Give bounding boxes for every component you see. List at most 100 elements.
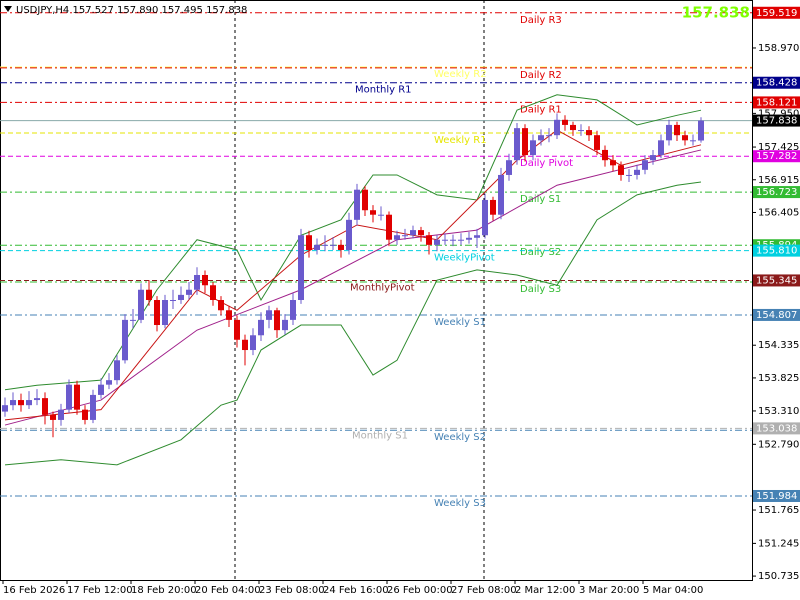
y-tick-label: 154.335 xyxy=(758,340,799,351)
level-label: Weekly S2 xyxy=(434,432,486,443)
level-label: Weekly S3 xyxy=(434,498,486,509)
y-tick-label: 153.825 xyxy=(758,373,799,384)
candle-body xyxy=(602,149,608,161)
last-price-tag-label: 157.838 xyxy=(756,116,797,127)
price-tag xyxy=(753,489,800,502)
candle-body xyxy=(666,124,672,141)
candle-body xyxy=(418,230,424,236)
candle-body xyxy=(138,289,144,320)
candle-body xyxy=(90,394,96,420)
candle-body xyxy=(594,135,600,150)
candle-body xyxy=(58,409,64,420)
candle-body xyxy=(66,384,72,410)
y-tick-label: 157.425 xyxy=(758,142,799,153)
levels: Daily R3 Weekly R2 Daily R2 Monthly R1 Daily… xyxy=(0,12,752,509)
candle-body xyxy=(586,130,592,136)
x-tick-label: 3 Mar 20:00 xyxy=(579,585,639,596)
candles xyxy=(2,113,704,438)
candle-body xyxy=(450,239,456,241)
x-tick-label: 2 Mar 12:00 xyxy=(515,585,575,596)
indicator-line xyxy=(4,181,702,466)
candle-body xyxy=(2,405,8,412)
candle-body xyxy=(426,235,432,245)
x-tick-label: 23 Feb 08:00 xyxy=(259,585,325,596)
candle-body xyxy=(650,155,656,161)
candle-body xyxy=(330,244,336,246)
candle-body xyxy=(378,214,384,216)
x-tick-label: 26 Feb 00:00 xyxy=(387,585,453,596)
candle-body xyxy=(570,124,576,131)
price-tag xyxy=(753,96,800,109)
price-tag xyxy=(753,244,800,257)
candle-body xyxy=(82,409,88,420)
price-tag xyxy=(753,186,800,199)
price-tag-label: 151.984 xyxy=(756,491,797,502)
candle-body xyxy=(402,235,408,237)
candle-body xyxy=(298,235,304,301)
level-label: Daily R3 xyxy=(520,15,562,26)
candle-body xyxy=(658,140,664,156)
y-tick-label: 157.950 xyxy=(758,108,799,119)
candle-body xyxy=(610,160,616,166)
candle-body xyxy=(50,414,56,420)
candle-body xyxy=(34,398,40,401)
candle-body xyxy=(346,219,352,250)
candle-body xyxy=(122,319,128,361)
candle-body xyxy=(466,237,472,240)
candle-body xyxy=(506,160,512,175)
price-tag-label: 156.723 xyxy=(756,187,797,198)
candle-body xyxy=(226,310,232,320)
candle-body xyxy=(194,274,200,290)
price-tag-label: 153.038 xyxy=(756,423,797,434)
level-label: MonthlyPivot xyxy=(350,282,415,293)
candle-body xyxy=(74,384,80,410)
candle-body xyxy=(130,319,136,321)
candle-body xyxy=(250,335,256,351)
last-price-tag xyxy=(753,114,800,127)
candle-body xyxy=(242,339,248,351)
y-tick-label: 152.790 xyxy=(758,439,799,450)
x-tick-label: 18 Feb 20:00 xyxy=(131,585,197,596)
price-tag-label: 159.519 xyxy=(756,8,797,19)
price-tag xyxy=(753,150,800,163)
candle-body xyxy=(698,120,704,141)
price-tag xyxy=(753,308,800,321)
candle-body xyxy=(354,189,360,220)
price-tag xyxy=(753,6,800,19)
candle-body xyxy=(514,128,520,161)
x-tick-label: 20 Feb 04:00 xyxy=(195,585,261,596)
candle-body xyxy=(386,214,392,240)
price-tag-label: 158.121 xyxy=(756,97,797,108)
candle-body xyxy=(538,135,544,141)
candle-body xyxy=(546,135,552,137)
x-tick-label: 17 Feb 12:00 xyxy=(67,585,133,596)
price-tag-label: 155.810 xyxy=(756,246,797,257)
menu-triangle xyxy=(4,6,12,12)
price-tag-label: 157.282 xyxy=(756,151,797,162)
price-tag xyxy=(753,422,800,435)
last-price-big: 157.838 xyxy=(682,4,750,22)
candle-body xyxy=(690,140,696,142)
candle-body xyxy=(682,135,688,141)
level-label: Daily Pivot xyxy=(520,158,573,169)
candle-body xyxy=(554,119,560,136)
level-label: Daily S2 xyxy=(520,247,561,258)
candle-body xyxy=(618,165,624,175)
price-tag-label: 154.807 xyxy=(756,310,797,321)
y-tick-label: 150.735 xyxy=(758,571,799,582)
y-tick-label: 156.915 xyxy=(758,175,799,186)
candle-body xyxy=(314,244,320,250)
candle-body xyxy=(338,244,344,250)
level-label: WeeklyPivot xyxy=(434,253,495,264)
candle-body xyxy=(626,174,632,176)
candle-body xyxy=(306,235,312,250)
candle-body xyxy=(282,319,288,331)
candle-body xyxy=(562,119,568,125)
candle-body xyxy=(490,199,496,215)
candle-body xyxy=(322,244,328,246)
price-tag xyxy=(753,274,800,287)
candle-body xyxy=(498,174,504,215)
candle-body xyxy=(578,130,584,132)
level-label: Daily R1 xyxy=(520,104,562,115)
